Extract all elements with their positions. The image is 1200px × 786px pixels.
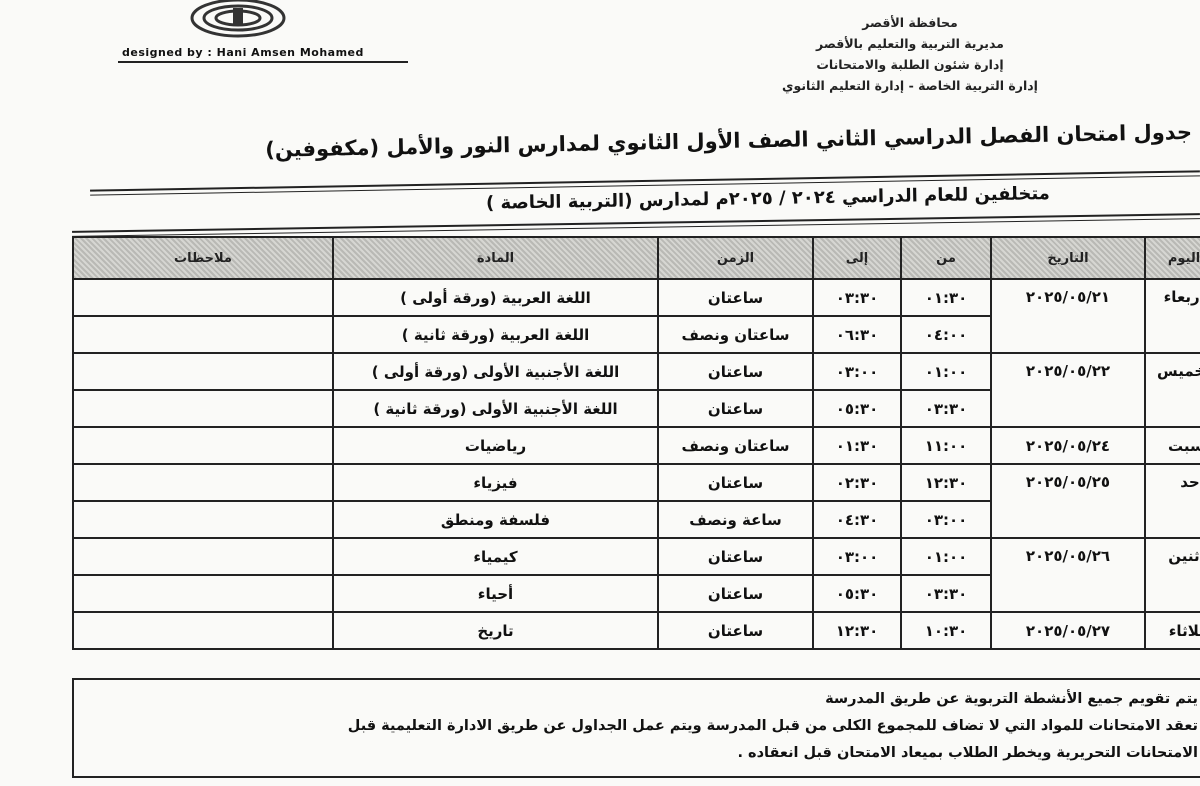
table-row: ٠٤:٠٠ ٠٦:٣٠ ساعتان ونصف اللغة العربية (ورقة… — [72, 315, 1200, 354]
notes-cell — [72, 500, 334, 539]
date-cell: ٢٠٢٥/٠٥/٢٥ — [990, 463, 1146, 539]
to-cell: ٠١:٣٠ — [812, 426, 902, 465]
to-cell: ١٢:٣٠ — [812, 611, 902, 650]
date-cell: ٢٠٢٥/٠٥/٢١ — [990, 278, 1146, 354]
subject-cell: اللغة العربية (ورقة أولى ) — [332, 278, 659, 317]
subject-cell: أحياء — [332, 574, 659, 613]
header-subject: المادة — [332, 236, 659, 280]
to-cell: ٠٥:٣٠ — [812, 389, 902, 428]
subject-cell: اللغة الأجنبية الأولى (ورقة أولى ) — [332, 352, 659, 391]
table-header-row: اليوم التاريخ من إلى الزمن المادة ملاحظا… — [72, 236, 1200, 280]
governorate-line: محافظة الأقصر — [862, 15, 958, 30]
notes-cell — [72, 352, 334, 391]
date-cell: ٢٠٢٥/٠٥/٢٤ — [990, 426, 1146, 465]
from-cell: ١٢:٣٠ — [900, 463, 992, 502]
from-cell: ٠١:٣٠ — [900, 278, 992, 317]
subject-cell: اللغة العربية (ورقة ثانية ) — [332, 315, 659, 354]
duration-cell: ساعتان — [657, 537, 814, 576]
table-row: الأربعاء٢٠٢٥/٠٥/٢١٠١:٣٠٠٣:٣٠ساعتاناللغة … — [72, 278, 1200, 354]
day-cell: السبت — [1144, 426, 1200, 465]
from-cell: ٠١:٠٠ — [900, 352, 992, 391]
header-day: اليوم — [1144, 236, 1200, 280]
from-cell: ٠٣:٣٠ — [900, 574, 992, 613]
subject-cell: اللغة الأجنبية الأولى (ورقة ثانية ) — [332, 389, 659, 428]
note-line: يتم تقويم جميع الأنشطة التربوية عن طريق … — [825, 691, 1198, 707]
header-notes: ملاحظات — [72, 236, 334, 280]
to-cell: ٠٣:٣٠ — [812, 278, 902, 317]
date-cell: ٢٠٢٥/٠٥/٢٦ — [990, 537, 1146, 613]
notes-cell — [72, 315, 334, 354]
document-subtitle: متخلفين للعام الدراسي ٢٠٢٤ / ٢٠٢٥م لمدار… — [485, 183, 1051, 214]
note-line: الامتحانات التحريرية ويخطر الطلاب بميعاد… — [737, 745, 1198, 761]
subject-cell: تاريخ — [332, 611, 659, 650]
subject-cell: كيمياء — [332, 537, 659, 576]
duration-cell: ساعتان — [657, 611, 814, 650]
day-cell: الخميس — [1144, 352, 1200, 428]
duration-cell: ساعتان — [657, 278, 814, 317]
header-from: من — [900, 236, 992, 280]
notes-cell — [72, 426, 334, 465]
duration-cell: ساعتان ونصف — [657, 426, 814, 465]
date-cell: ٢٠٢٥/٠٥/٢٢ — [990, 352, 1146, 428]
table-row: ٠٣:٣٠ ٠٥:٣٠ ساعتان اللغة الأجنبية الأولى (و… — [72, 389, 1200, 428]
ministry-logo-icon — [190, 0, 286, 38]
subject-cell: رياضيات — [332, 426, 659, 465]
header-to: إلى — [812, 236, 902, 280]
day-cell: الاثنين — [1144, 537, 1200, 613]
from-cell: ٠٣:٣٠ — [900, 389, 992, 428]
to-cell: ٠٥:٣٠ — [812, 574, 902, 613]
department-line: إدارة شئون الطلبة والامتحانات — [816, 57, 1004, 72]
to-cell: ٠٦:٣٠ — [812, 315, 902, 354]
header-date: التاريخ — [990, 236, 1146, 280]
directorate-line: مديرية التربية والتعليم بالأقصر — [816, 36, 1004, 51]
subject-cell: فلسفة ومنطق — [332, 500, 659, 539]
notes-cell — [72, 389, 334, 428]
divider — [72, 213, 1200, 237]
division-line: إدارة التربية الخاصة - إدارة التعليم الث… — [782, 78, 1038, 93]
date-cell: ٢٠٢٥/٠٥/٢٧ — [990, 611, 1146, 650]
table-row: ٠٣:٣٠ ٠٥:٣٠ ساعتان أحياء — [72, 574, 1200, 613]
notes-cell — [72, 278, 334, 317]
authority-header: محافظة الأقصر مديرية التربية والتعليم با… — [700, 12, 1120, 96]
subject-cell: فيزياء — [332, 463, 659, 502]
duration-cell: ساعة ونصف — [657, 500, 814, 539]
to-cell: ٠٤:٣٠ — [812, 500, 902, 539]
from-cell: ٠١:٠٠ — [900, 537, 992, 576]
day-cell: الأحد — [1144, 463, 1200, 539]
from-cell: ٠٣:٠٠ — [900, 500, 992, 539]
from-cell: ١٠:٣٠ — [900, 611, 992, 650]
day-cell: الثلاثاء — [1144, 611, 1200, 650]
to-cell: ٠٢:٣٠ — [812, 463, 902, 502]
notes-cell — [72, 574, 334, 613]
duration-cell: ساعتان — [657, 463, 814, 502]
duration-cell: ساعتان ونصف — [657, 315, 814, 354]
to-cell: ٠٣:٠٠ — [812, 537, 902, 576]
header-duration: الزمن — [657, 236, 814, 280]
day-cell: الأربعاء — [1144, 278, 1200, 354]
notes-cell — [72, 537, 334, 576]
document-title: جدول امتحان الفصل الدراسي الثاني الصف ال… — [265, 120, 1193, 162]
notes-cell — [72, 463, 334, 502]
notes-cell — [72, 611, 334, 650]
table-row: ٠٣:٠٠ ٠٤:٣٠ ساعة ونصف فلسفة ومنطق — [72, 500, 1200, 539]
designer-credit: designed by : Hani Amsen Mohamed — [118, 46, 408, 63]
notes-box: يتم تقويم جميع الأنشطة التربوية عن طريق … — [72, 678, 1200, 778]
duration-cell: ساعتان — [657, 389, 814, 428]
note-line: تعقد الامتحانات للمواد التي لا تضاف للمج… — [347, 718, 1198, 734]
exam-schedule-table: اليوم التاريخ من إلى الزمن المادة ملاحظا… — [72, 236, 1200, 650]
from-cell: ١١:٠٠ — [900, 426, 992, 465]
duration-cell: ساعتان — [657, 352, 814, 391]
to-cell: ٠٣:٠٠ — [812, 352, 902, 391]
from-cell: ٠٤:٠٠ — [900, 315, 992, 354]
duration-cell: ساعتان — [657, 574, 814, 613]
